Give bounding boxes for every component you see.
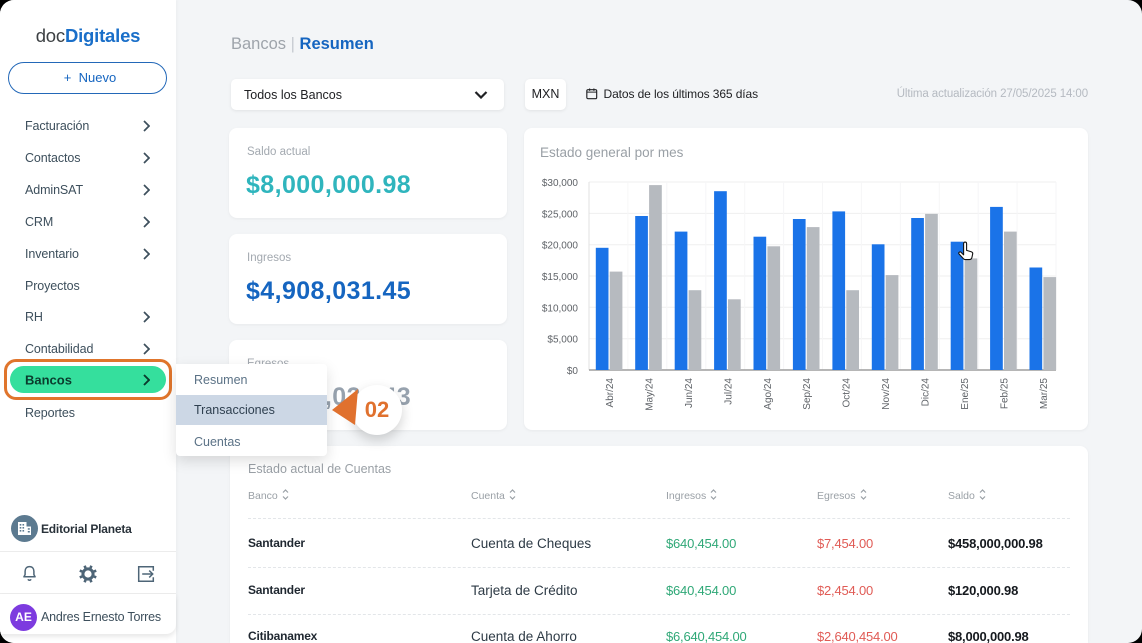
svg-text:Nov/24: Nov/24: [881, 378, 892, 410]
svg-text:$10,000: $10,000: [542, 303, 579, 314]
svg-text:Ago/24: Ago/24: [763, 378, 774, 410]
svg-text:Feb/25: Feb/25: [999, 378, 1010, 410]
svg-text:$15,000: $15,000: [542, 272, 579, 283]
svg-text:May/24: May/24: [645, 378, 656, 411]
svg-text:Oct/24: Oct/24: [842, 378, 853, 408]
svg-text:$30,000: $30,000: [542, 178, 579, 189]
svg-text:Sep/24: Sep/24: [802, 378, 813, 410]
svg-text:Dic/24: Dic/24: [921, 378, 932, 407]
svg-text:Estado general por mes: Estado general por mes: [540, 145, 684, 160]
svg-text:Mar/25: Mar/25: [1039, 378, 1050, 410]
svg-text:Jun/24: Jun/24: [684, 378, 695, 408]
svg-text:Ene/25: Ene/25: [960, 378, 971, 410]
svg-text:$0: $0: [567, 366, 579, 377]
svg-text:$5,000: $5,000: [547, 335, 578, 346]
svg-text:Abr/24: Abr/24: [605, 378, 616, 408]
svg-text:$25,000: $25,000: [542, 209, 579, 220]
svg-text:Jul/24: Jul/24: [723, 378, 734, 405]
svg-text:$20,000: $20,000: [542, 241, 579, 252]
